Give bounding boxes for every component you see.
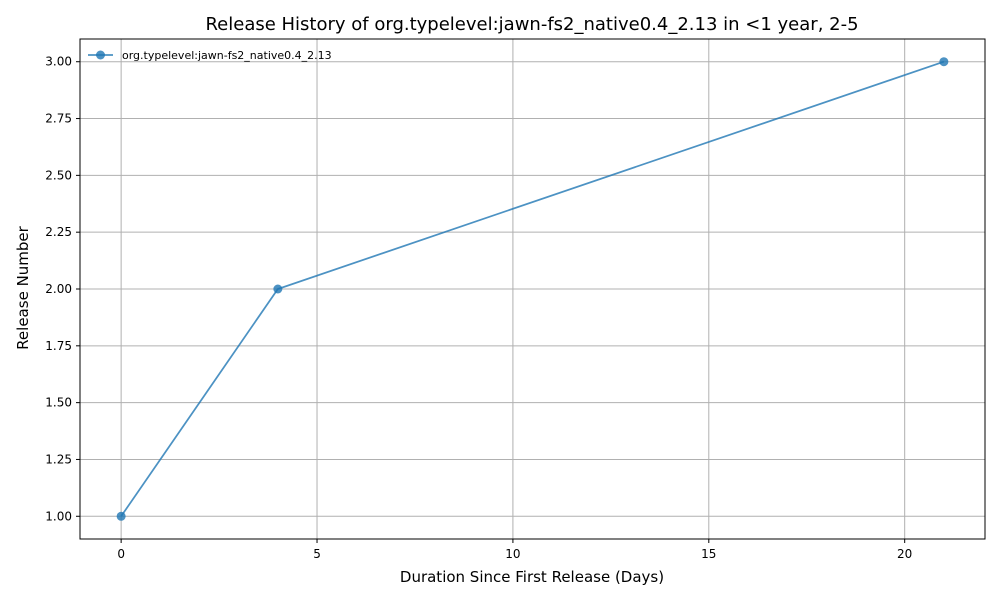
grid-lines — [80, 39, 985, 539]
x-tick-label: 0 — [117, 547, 125, 561]
y-tick-label: 1.50 — [45, 396, 72, 410]
y-tick-label: 1.75 — [45, 339, 72, 353]
y-tick-label: 2.25 — [45, 225, 72, 239]
legend: org.typelevel:jawn-fs2_native0.4_2.13 — [88, 49, 332, 62]
data-point — [939, 57, 949, 67]
x-tick-label: 20 — [897, 547, 912, 561]
y-axis-label: Release Number — [14, 225, 32, 349]
x-tick-label: 5 — [313, 547, 321, 561]
x-tick-label: 15 — [701, 547, 716, 561]
y-tick-label: 1.25 — [45, 452, 72, 466]
data-point — [273, 284, 283, 294]
y-tick-label: 2.75 — [45, 112, 72, 126]
y-tick-label: 2.00 — [45, 282, 72, 296]
chart-title: Release History of org.typelevel:jawn-fs… — [205, 14, 858, 35]
y-axis-ticks: 1.00 1.25 1.50 1.75 2.00 2.25 2.50 2.75 3.00 — [45, 55, 80, 523]
x-axis-label: Duration Since First Release (Days) — [400, 568, 664, 586]
x-tick-label: 10 — [505, 547, 520, 561]
y-tick-label: 1.00 — [45, 509, 72, 523]
legend-marker — [96, 50, 105, 60]
y-tick-label: 2.50 — [45, 168, 72, 182]
series-layer — [116, 57, 949, 521]
legend-label: org.typelevel:jawn-fs2_native0.4_2.13 — [122, 49, 332, 62]
data-point — [116, 511, 126, 521]
x-axis-ticks: 0 5 10 15 20 — [117, 539, 912, 561]
y-tick-label: 3.00 — [45, 55, 72, 69]
